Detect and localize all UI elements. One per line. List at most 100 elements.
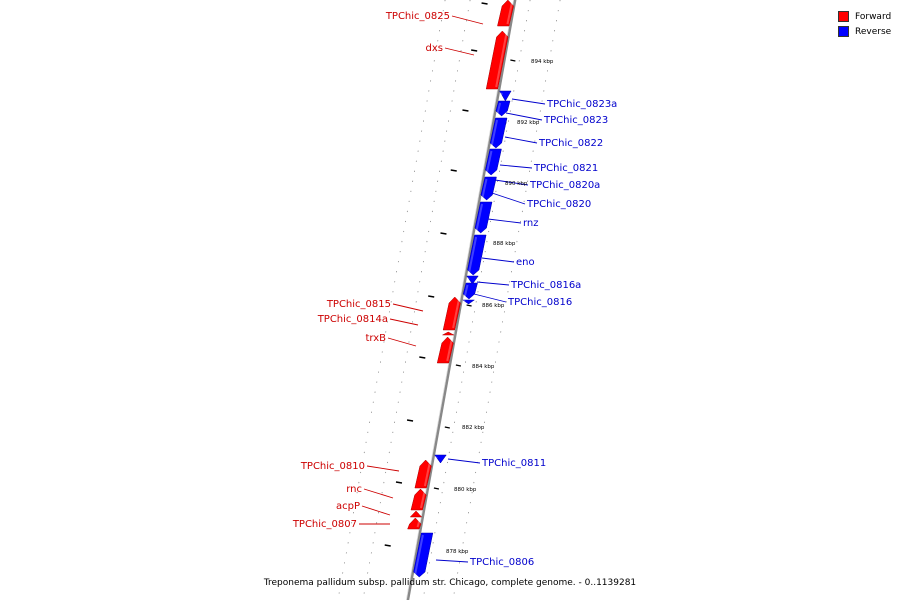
gene-arrow-TPChic_0815[interactable]	[442, 296, 461, 331]
major-tick	[444, 426, 450, 429]
scale-label: 882 kbp	[462, 425, 485, 431]
scale-label: 894 kbp	[531, 59, 554, 65]
gene-highlight	[495, 32, 508, 88]
gene-arrow-TPChic_0822[interactable]	[489, 117, 508, 149]
label-leader-lines	[359, 15, 546, 563]
gene-label-eno[interactable]: eno	[516, 257, 535, 268]
gene-arrow-dxs[interactable]	[485, 30, 509, 90]
leader-line	[435, 559, 469, 563]
gene-arrow-TPChic_0816a[interactable]	[462, 282, 478, 300]
gene-label-TPChic_0816[interactable]: TPChic_0816	[507, 297, 572, 308]
gene-arrow-TPChic_0810[interactable]	[414, 459, 432, 489]
gene-arrow-TPChic_0806[interactable]	[413, 532, 434, 578]
scale-label: 878 kbp	[446, 549, 469, 555]
leader-line	[499, 164, 533, 169]
gene-label-TPChic_0820[interactable]: TPChic_0820	[526, 199, 591, 210]
gene-arrow-TPChic_0823a[interactable]	[499, 90, 512, 102]
major-tick	[395, 481, 403, 484]
gene-arrow-TPChic_0823[interactable]	[495, 100, 511, 117]
major-tick	[462, 109, 469, 112]
gene-arrow-rnz[interactable]	[467, 234, 487, 276]
legend: Forward Reverse	[838, 9, 891, 39]
leader-line	[389, 318, 419, 326]
gene-highlight	[416, 519, 421, 528]
gene-highlight	[467, 236, 478, 274]
gene-label-TPChic_0807[interactable]: TPChic_0807	[292, 519, 357, 530]
gene-label-TPChic_0811[interactable]: TPChic_0811	[481, 458, 546, 469]
gene-arrow-TPChic_0820a[interactable]	[480, 176, 497, 201]
gene-highlight	[446, 338, 453, 362]
gene-label-trxB[interactable]: trxB	[365, 333, 386, 344]
gene-label-rnz[interactable]: rnz	[523, 218, 539, 229]
gene-features	[407, 0, 514, 578]
gene-label-TPChic_0823[interactable]: TPChic_0823	[543, 115, 608, 126]
gene-arrow-eno[interactable]	[466, 275, 479, 285]
leader-line	[447, 458, 481, 464]
legend-label-reverse: Reverse	[855, 26, 892, 37]
gene-highlight	[466, 277, 470, 281]
gene-arrow-TPChic_0811[interactable]	[434, 454, 447, 464]
gene-arrow-TPChic_0816[interactable]	[462, 299, 476, 305]
gene-label-TPChic_0821[interactable]: TPChic_0821	[533, 163, 598, 174]
major-tick	[440, 232, 447, 235]
gene-label-TPChic_0822[interactable]: TPChic_0822	[538, 138, 603, 149]
gene-label-acpP[interactable]: acpP	[336, 501, 360, 512]
major-tick	[455, 364, 461, 367]
major-tick	[450, 169, 457, 172]
gene-highlight	[485, 150, 493, 174]
legend-swatch-reverse	[838, 26, 849, 37]
leader-line	[504, 136, 538, 144]
gene-arrow-TPChic_0814a[interactable]	[442, 331, 455, 336]
gene-label-TPChic_0806[interactable]: TPChic_0806	[469, 557, 534, 568]
scale-label: 892 kbp	[517, 120, 540, 126]
gene-label-TPChic_0810[interactable]: TPChic_0810	[300, 461, 365, 472]
leader-line	[444, 47, 475, 56]
genome-caption: Treponema pallidum subsp. pallidum str. …	[263, 578, 637, 588]
gene-label-TPChic_0823a[interactable]: TPChic_0823a	[546, 99, 617, 110]
gene-arrow-TPChic_0825[interactable]	[497, 0, 514, 27]
leader-line	[473, 293, 507, 303]
gene-arrow-TPChic_0807[interactable]	[407, 517, 422, 530]
leader-line	[392, 303, 424, 312]
major-tick	[471, 49, 478, 52]
gene-highlight	[418, 512, 422, 516]
gene-label-dxs[interactable]: dxs	[426, 43, 443, 54]
major-tick	[419, 356, 426, 359]
leader-line	[511, 98, 546, 105]
legend-item-reverse: Reverse	[838, 24, 891, 39]
genome-backbone	[406, 0, 517, 600]
legend-item-forward: Forward	[838, 9, 891, 24]
major-tick	[466, 304, 472, 307]
gene-arrow-TPChic_0820[interactable]	[474, 201, 493, 234]
gene-label-TPChic_0814a[interactable]: TPChic_0814a	[317, 314, 388, 325]
scale-label: 884 kbp	[472, 364, 495, 370]
gene-arrow-TPChic_0821[interactable]	[485, 148, 502, 176]
gene-highlight	[506, 1, 514, 25]
gene-label-TPChic_0815[interactable]: TPChic_0815	[326, 299, 391, 310]
gene-label-rnc[interactable]: rnc	[346, 484, 362, 495]
gene-highlight	[423, 461, 431, 487]
gene-label-TPChic_0816a[interactable]: TPChic_0816a	[510, 280, 581, 291]
leader-line	[491, 192, 526, 205]
gene-highlight	[481, 178, 488, 199]
gene-highlight	[414, 534, 424, 576]
legend-label-forward: Forward	[855, 11, 892, 22]
scale-labels: 894 kbp 892 kbp 890 kbp 888 kbp 886 kbp 884 k…	[446, 59, 554, 555]
leader-line	[366, 465, 400, 472]
gene-arrow-trxB[interactable]	[436, 336, 454, 364]
gene-highlight	[452, 298, 461, 329]
gene-highlight	[419, 490, 426, 509]
gene-highlight	[463, 284, 469, 298]
gene-highlight	[499, 92, 503, 98]
leader-line	[451, 15, 484, 25]
gene-arrow-rnc[interactable]	[410, 488, 427, 511]
scale-label: 880 kbp	[454, 487, 477, 493]
gene-label-TPChic_0820a[interactable]: TPChic_0820a	[529, 180, 600, 191]
gene-label-TPChic_0825[interactable]: TPChic_0825	[385, 11, 450, 22]
scale-label: 890 kbp	[505, 181, 528, 187]
major-tick	[510, 59, 516, 62]
gene-arrow-acpP[interactable]	[409, 510, 423, 518]
legend-swatch-forward	[838, 11, 849, 22]
leader-line	[476, 281, 510, 286]
